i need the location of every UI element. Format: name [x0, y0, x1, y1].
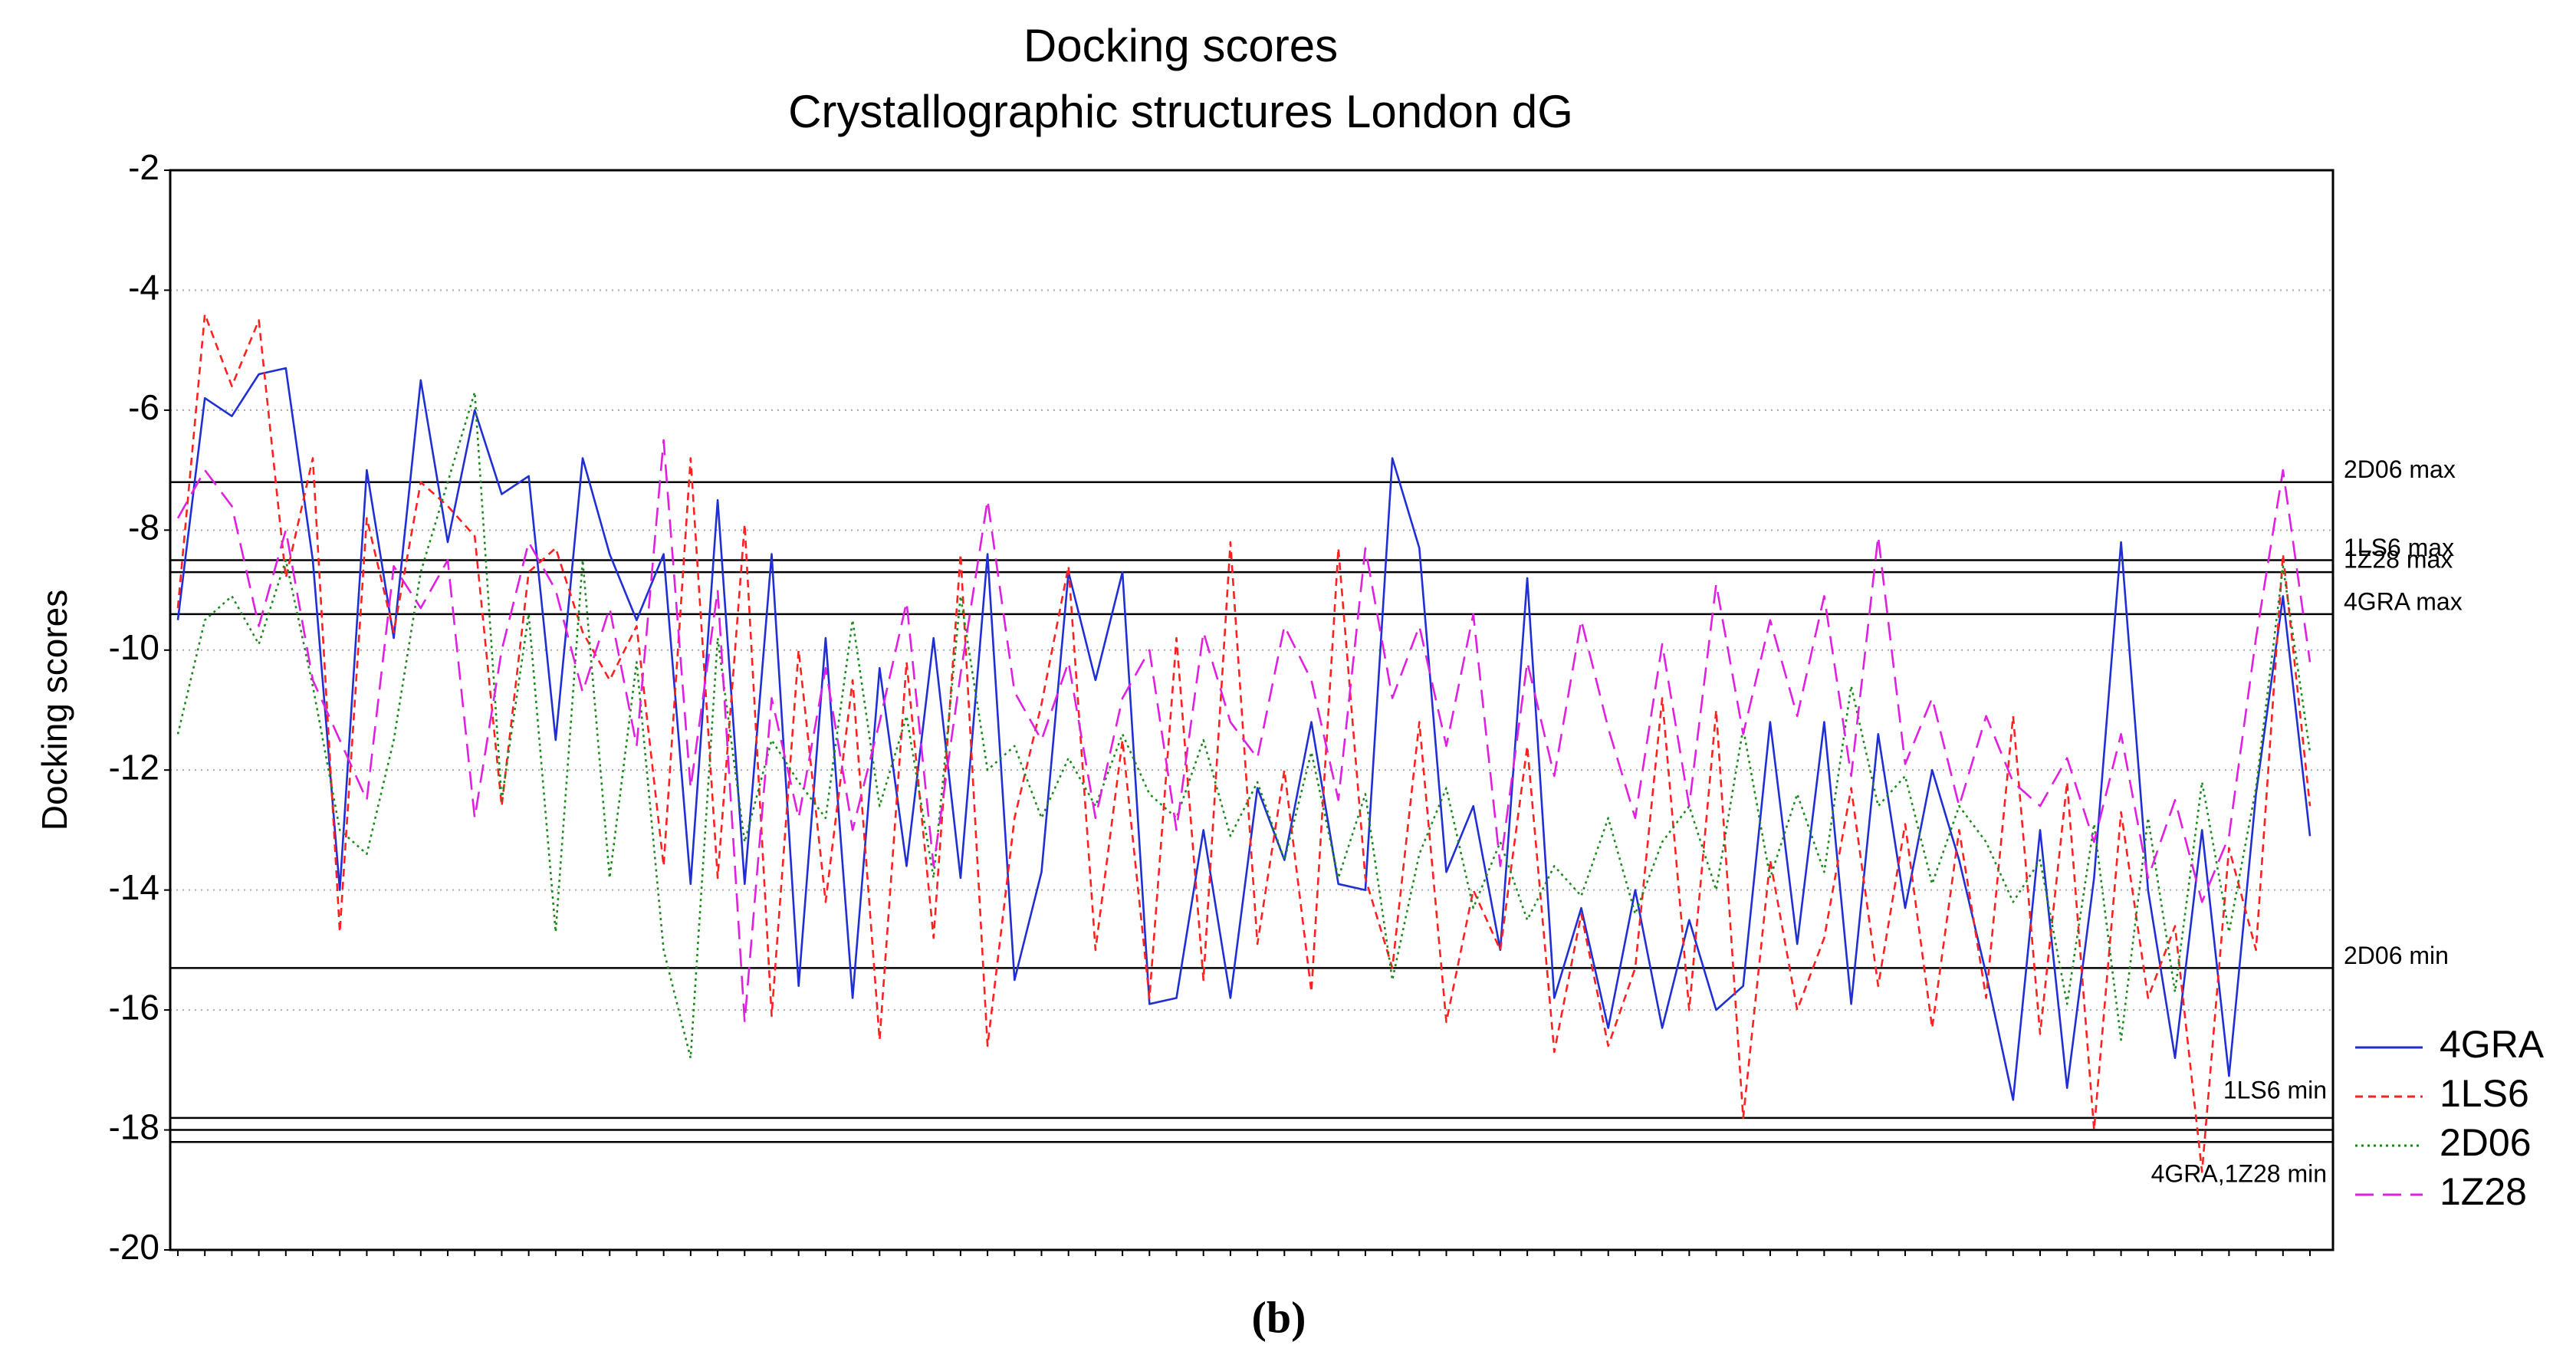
y-tick-label: -18: [109, 1107, 159, 1147]
y-tick-label: -10: [109, 627, 159, 667]
y-tick-label: -20: [109, 1227, 159, 1267]
chart-subtitle: Crystallographic structures London dG: [788, 86, 1573, 137]
series-line: [176, 367, 2312, 1101]
reference-label: 4GRA,1Z28 min: [2151, 1160, 2327, 1188]
y-tick-label: -4: [128, 268, 159, 307]
y-tick-label: -14: [109, 867, 159, 907]
series-line: [176, 391, 2312, 1059]
y-tick-label: -12: [109, 747, 159, 787]
plot-frame: [169, 169, 2334, 1251]
y-tick-label: -8: [128, 507, 159, 547]
reference-label: 1LS6 min: [2223, 1076, 2327, 1103]
series-line: [176, 313, 2312, 1173]
reference-label: 4GRA max: [2344, 587, 2463, 615]
legend-label: 2D06: [2440, 1121, 2532, 1164]
series-line: [176, 439, 2312, 1024]
reference-label: 2D06 max: [2344, 455, 2456, 483]
caption: (b): [1252, 1292, 1306, 1342]
reference-label: 2D06 min: [2344, 942, 2449, 969]
chart-title: Docking scores: [1024, 20, 1338, 71]
legend-label: 1LS6: [2440, 1072, 2529, 1115]
reference-label: 1Z28 max: [2344, 546, 2453, 574]
legend-label: 1Z28: [2440, 1170, 2527, 1213]
y-tick-label: -6: [128, 387, 159, 427]
y-tick-label: -2: [128, 147, 159, 187]
legend-label: 4GRA: [2440, 1023, 2545, 1066]
y-tick-label: -16: [109, 987, 159, 1027]
reference-label: 1LS6 max: [2344, 534, 2454, 561]
y-axis-label: Docking scores: [34, 590, 74, 830]
